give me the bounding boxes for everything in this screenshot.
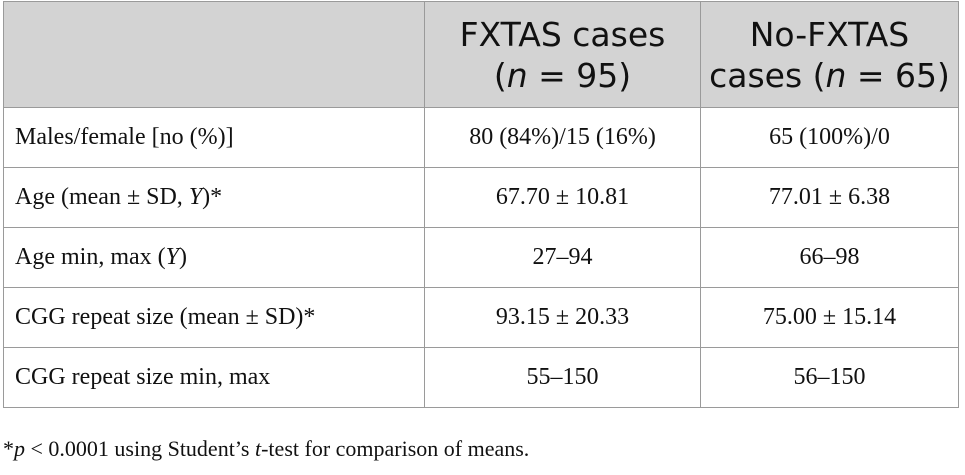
fxtas-value: 93.15 ± 20.33 — [424, 287, 701, 348]
header-fxtas-cases: FXTAS cases (n = 95) — [424, 1, 701, 108]
fxtas-value: 80 (84%)/15 (16%) — [424, 107, 701, 168]
row-label: Age (mean ± SD, Y)* — [3, 167, 425, 228]
table-row: CGG repeat size (mean ± SD)* 93.15 ± 20.… — [3, 287, 959, 348]
no-fxtas-value: 75.00 ± 15.14 — [700, 287, 959, 348]
row-label: CGG repeat size (mean ± SD)* — [3, 287, 425, 348]
table-row: Males/female [no (%)] 80 (84%)/15 (16%) … — [3, 107, 959, 168]
fxtas-value: 27–94 — [424, 227, 701, 288]
no-fxtas-value: 77.01 ± 6.38 — [700, 167, 959, 228]
table-row: Age (mean ± SD, Y)* 67.70 ± 10.81 77.01 … — [3, 167, 959, 228]
header-empty-cell — [3, 1, 425, 108]
table-footnote: *p < 0.0001 using Student’s t-test for c… — [3, 436, 530, 461]
fxtas-value: 55–150 — [424, 347, 701, 408]
header-no-fxtas-cases: No-FXTAS cases (n = 65) — [700, 1, 959, 108]
table-row: Age min, max (Y) 27–94 66–98 — [3, 227, 959, 288]
fxtas-value: 67.70 ± 10.81 — [424, 167, 701, 228]
row-label: Age min, max (Y) — [3, 227, 425, 288]
no-fxtas-value: 66–98 — [700, 227, 959, 288]
data-table: FXTAS cases (n = 95) No-FXTAS cases (n =… — [3, 1, 959, 408]
table-row: CGG repeat size min, max 55–150 56–150 — [3, 347, 959, 408]
no-fxtas-value: 56–150 — [700, 347, 959, 408]
row-label: CGG repeat size min, max — [3, 347, 425, 408]
no-fxtas-value: 65 (100%)/0 — [700, 107, 959, 168]
header-row: FXTAS cases (n = 95) No-FXTAS cases (n =… — [3, 1, 959, 108]
row-label: Males/female [no (%)] — [3, 107, 425, 168]
